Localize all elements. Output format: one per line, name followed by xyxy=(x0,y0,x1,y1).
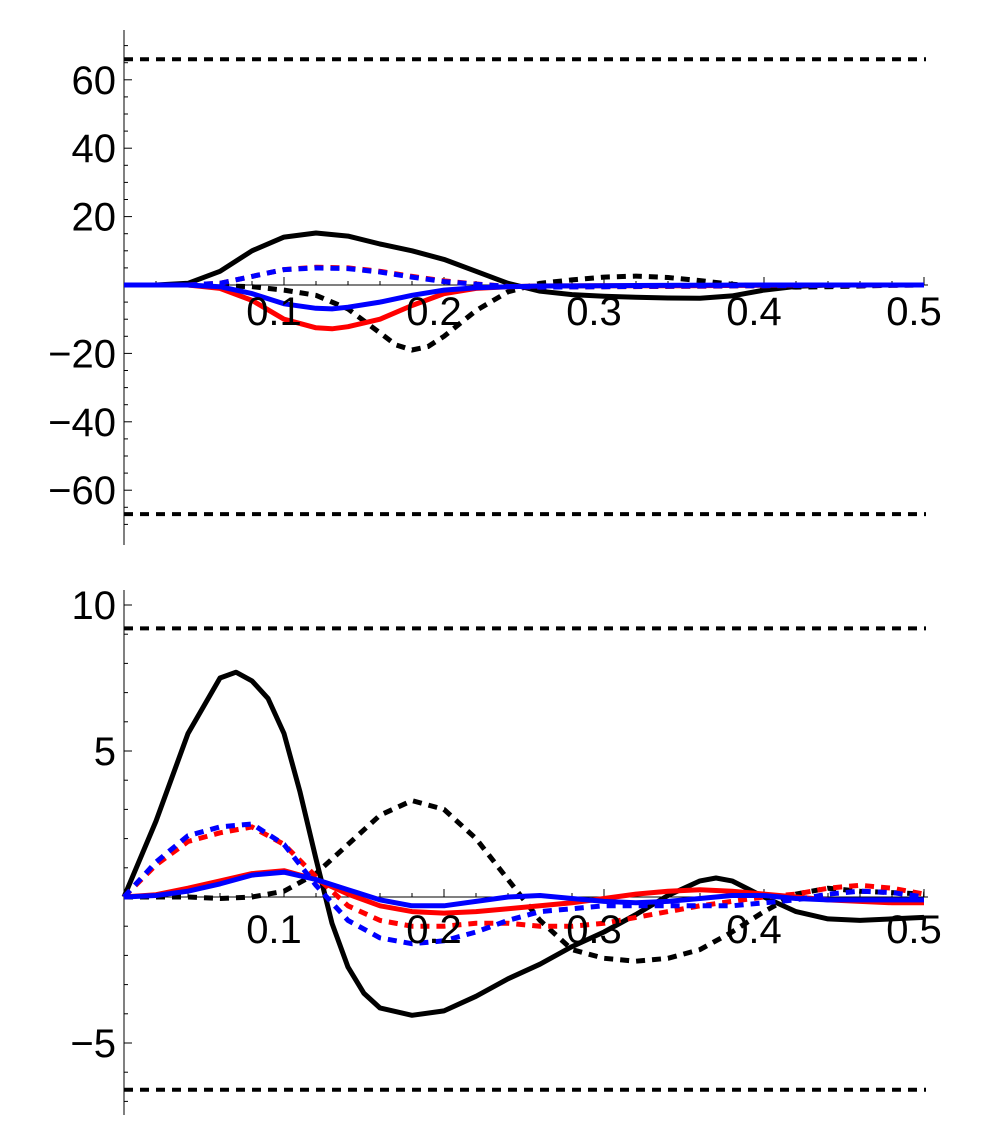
x-tick-label: 0.4 xyxy=(726,290,782,334)
y-tick-label: 10 xyxy=(72,584,117,628)
x-tick-label: 0.1 xyxy=(246,908,302,952)
y-tick-label: 5 xyxy=(94,730,116,774)
y-tick-label: 20 xyxy=(72,196,117,240)
x-tick-label: 0.5 xyxy=(886,290,942,334)
series-line-6 xyxy=(124,265,925,290)
series-line-4 xyxy=(122,824,925,929)
y-tick-label: 40 xyxy=(72,127,117,171)
y-tick-label: −5 xyxy=(70,1022,116,1066)
y-tick-label: 60 xyxy=(72,59,117,103)
x-tick-label: 0.2 xyxy=(406,290,462,334)
series-line-2 xyxy=(124,798,925,964)
y-tick-label: −60 xyxy=(48,469,116,513)
chart-panel-2: 0.1 0.2 0.3 0.4 0.5 −5 5 10 xyxy=(70,584,942,1115)
series-line-6 xyxy=(122,821,925,947)
x-tick-label: 0.5 xyxy=(886,908,942,952)
chart-panel-1: 0.1 0.2 0.3 0.4 0.5 −60 −40 −20 20 40 60 xyxy=(48,30,942,545)
x-tick-label: 0.3 xyxy=(566,908,622,952)
y-tick-label: −40 xyxy=(48,401,116,445)
y-tick-label: −20 xyxy=(48,332,116,376)
x-tick-label: 0.3 xyxy=(566,290,622,334)
x-tick-label: 0.4 xyxy=(726,908,782,952)
x-tick-label: 0.2 xyxy=(406,908,462,952)
series-line-1 xyxy=(121,669,925,1018)
x-tick-label: 0.1 xyxy=(246,290,302,334)
